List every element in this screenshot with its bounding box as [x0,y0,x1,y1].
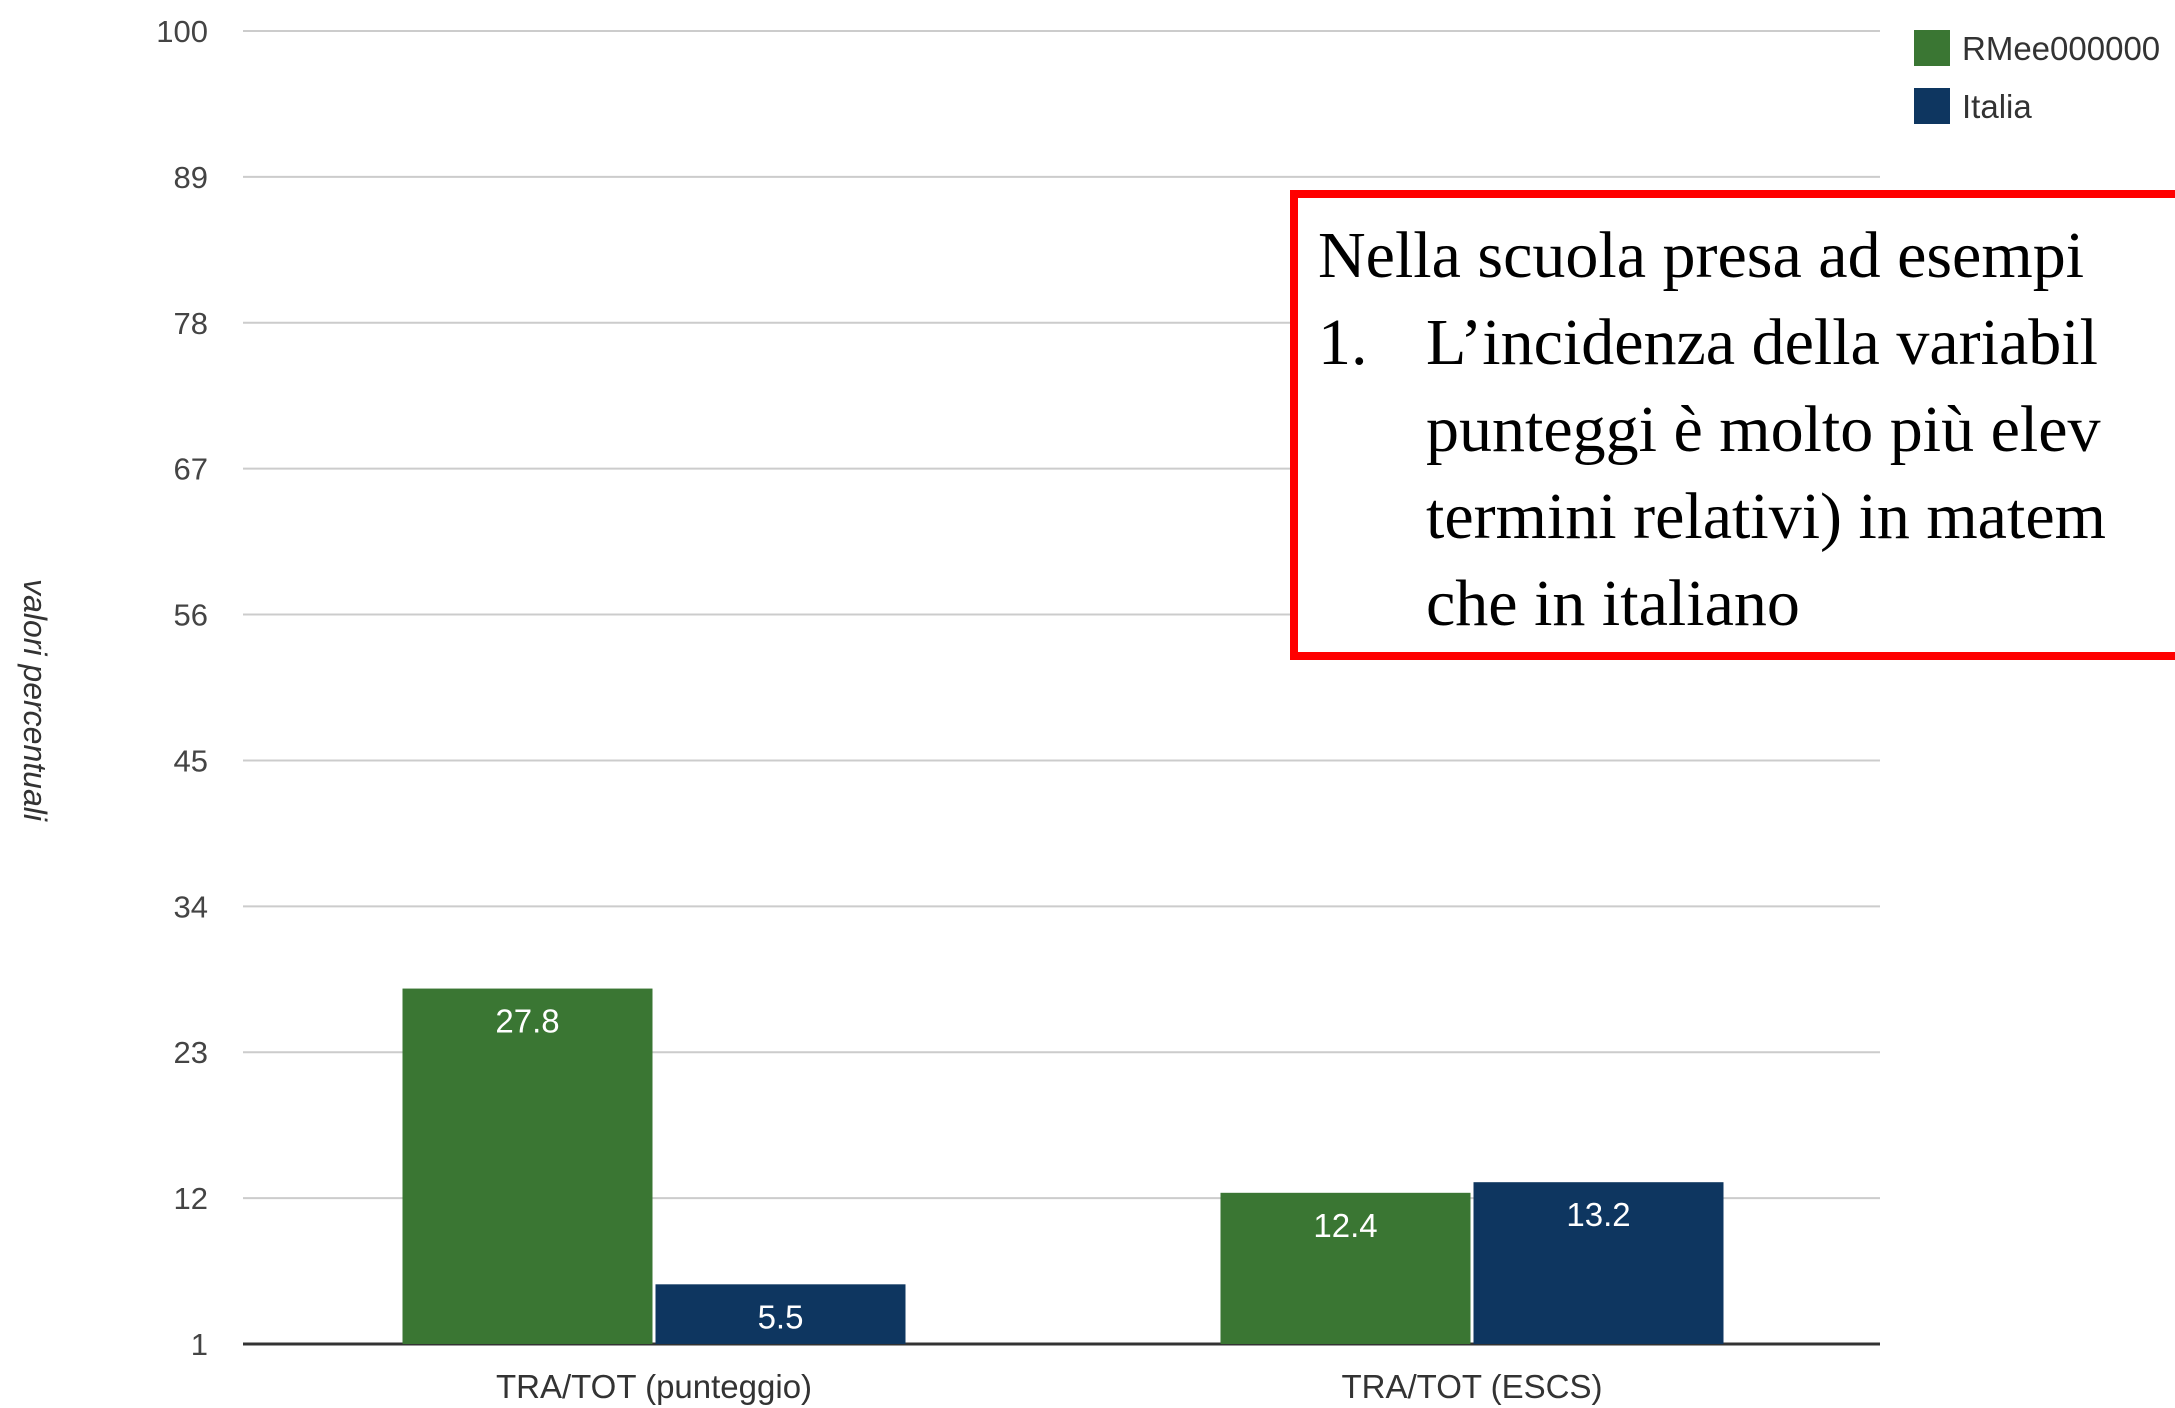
bar-value-label: 27.8 [495,1003,559,1040]
annotation-box: Nella scuola presa ad esempi 1. L’inciden… [1290,190,2175,660]
y-tick-label: 78 [174,306,208,341]
annotation-intro: Nella scuola presa ad esempi [1318,219,2085,292]
bar-italia [655,1284,906,1344]
x-category-label: TRA/TOT (punteggio) [496,1368,812,1405]
bar-value-label: 12.4 [1313,1207,1377,1244]
y-tick-label: 34 [174,889,208,924]
y-axis-title: valori percentuali [17,579,53,822]
bar-value-label: 5.5 [758,1298,804,1335]
legend-swatch [1914,88,1950,124]
y-tick-label: 67 [174,452,208,487]
annotation-item-line-1: L’incidenza della variabil [1426,306,2098,379]
annotation-item-line-3: termini relativi) in matem [1426,480,2106,553]
y-tick-label: 89 [174,160,208,195]
x-category-label: TRA/TOT (ESCS) [1342,1368,1603,1405]
y-tick-label: 56 [174,598,208,633]
bar-rmee000000 [402,988,653,1344]
bar-value-label: 13.2 [1566,1196,1630,1233]
legend-swatch [1914,30,1950,66]
annotation-item-number: 1. [1318,306,1368,379]
annotation-item-1: 1. L’incidenza della variabil [1318,299,2175,386]
y-tick-label: 1 [191,1327,208,1362]
annotation-item-line-2: punteggi è molto più elev [1426,393,2101,466]
y-tick-label: 45 [174,743,208,778]
bar-rmee000000 [1220,1192,1471,1344]
legend-label: RMee000000 [1962,30,2160,67]
bar-italia [1473,1182,1724,1344]
annotation-item-line-4: che in italiano [1426,567,1800,640]
y-tick-label: 100 [156,14,208,49]
legend-label: Italia [1962,88,2032,125]
y-tick-label: 23 [174,1035,208,1070]
y-tick-label: 12 [174,1181,208,1216]
